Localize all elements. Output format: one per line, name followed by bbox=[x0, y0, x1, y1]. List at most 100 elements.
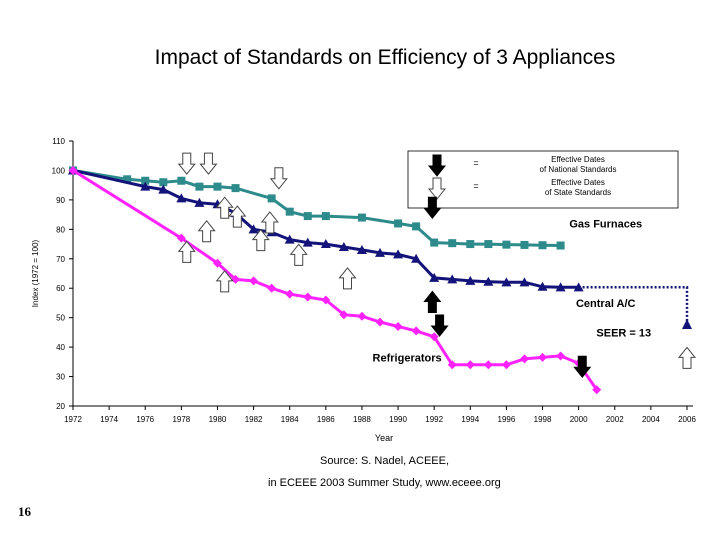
source-line-1: Source: S. Nadel, ACEEE, bbox=[320, 455, 450, 467]
gas-furnaces-point bbox=[213, 182, 222, 191]
x-tick-label: 2006 bbox=[678, 415, 696, 424]
x-tick-label: 1982 bbox=[245, 415, 263, 424]
gas-furnaces-point bbox=[231, 184, 240, 193]
series-lines bbox=[68, 165, 692, 395]
y-tick-label: 90 bbox=[56, 196, 65, 205]
central-a-c-point bbox=[465, 275, 476, 285]
legend-label-line2: of National Standards bbox=[540, 165, 617, 174]
refrigerators-point bbox=[447, 360, 457, 370]
national-standard-arrow-icon bbox=[423, 196, 442, 220]
gas-furnaces-point bbox=[520, 240, 529, 249]
gas-furnaces-point bbox=[159, 178, 168, 187]
legend-label-line1: Effective Dates bbox=[551, 155, 605, 164]
seer13-projection-point bbox=[682, 319, 692, 330]
x-axis-label: Year bbox=[375, 433, 393, 443]
chart-labels: Gas Furnaces Central A/C SEER = 13 Refriger… bbox=[373, 218, 652, 364]
refrigerators-point bbox=[411, 326, 421, 336]
gas-furnaces-point bbox=[556, 241, 565, 250]
seer-13-label: SEER = 13 bbox=[596, 327, 651, 339]
national-standard-arrow-icon bbox=[430, 314, 449, 337]
refrigerators-point bbox=[483, 360, 493, 370]
source-line-2: in ECEEE 2003 Summer Study, www.eceee.or… bbox=[268, 477, 501, 489]
gas-furnaces-point bbox=[484, 240, 493, 249]
central-a-c-point bbox=[483, 276, 494, 286]
refrigerators-point bbox=[519, 354, 529, 364]
refrigerators-point bbox=[267, 283, 277, 293]
refrigerators-point bbox=[556, 351, 566, 361]
legend-label-line2: of State Standards bbox=[545, 188, 611, 197]
x-tick-label: 1974 bbox=[100, 415, 118, 424]
central-a-c-point bbox=[320, 239, 331, 249]
gas-furnaces-point bbox=[267, 194, 276, 203]
gas-furnaces-point bbox=[303, 212, 312, 221]
y-tick-label: 50 bbox=[56, 314, 65, 323]
central-a-c-point bbox=[302, 237, 313, 247]
standard-markers bbox=[177, 152, 697, 379]
refrigerators-point bbox=[429, 332, 439, 342]
y-axis-label: Index (1972 = 100) bbox=[31, 239, 40, 307]
gas-furnaces-point bbox=[357, 213, 366, 222]
refrigerators-point bbox=[375, 317, 385, 327]
state-standard-arrow-icon bbox=[228, 205, 247, 228]
white-down-arrow-icon bbox=[427, 177, 447, 200]
x-tick-label: 1992 bbox=[425, 415, 443, 424]
refrigerators-point bbox=[68, 165, 78, 175]
national-standard-arrow-icon bbox=[573, 355, 592, 379]
refrigerators-point bbox=[212, 258, 222, 268]
gas-furnaces-point bbox=[141, 176, 150, 185]
gas-furnaces-point bbox=[177, 176, 186, 185]
refrigerators-point bbox=[393, 322, 403, 331]
y-tick-label: 30 bbox=[56, 373, 65, 382]
central-a-c-point bbox=[338, 242, 349, 251]
refrigerators-point bbox=[231, 274, 241, 284]
refrigerators-point bbox=[339, 310, 349, 320]
gas-furnaces-point bbox=[430, 238, 439, 247]
gas-furnaces-point bbox=[123, 175, 132, 184]
state-standard-arrow-icon bbox=[177, 152, 196, 175]
central-a-c-point bbox=[501, 277, 512, 287]
refrigerators-point bbox=[176, 233, 186, 243]
state-standard-arrow-icon bbox=[197, 220, 216, 243]
legend-equals: = bbox=[473, 181, 478, 191]
x-tick-label: 1998 bbox=[534, 415, 552, 424]
refrigerators-point bbox=[249, 276, 259, 286]
x-tick-label: 1980 bbox=[209, 415, 227, 424]
central-a-c-point bbox=[284, 234, 295, 244]
x-tick-label: 2000 bbox=[570, 415, 588, 424]
central-a-c-label: Central A/C bbox=[576, 298, 636, 310]
central-a-c-point bbox=[393, 249, 404, 259]
central-a-c-line bbox=[72, 168, 579, 289]
refrigerators-point bbox=[357, 311, 367, 321]
y-tick-label: 100 bbox=[52, 166, 66, 175]
gas-furnaces-point bbox=[502, 240, 511, 249]
central-a-c-point bbox=[140, 181, 151, 191]
state-standard-arrow-icon bbox=[338, 267, 357, 290]
x-tick-label: 1988 bbox=[353, 415, 371, 424]
state-standard-arrow-icon bbox=[260, 211, 279, 234]
refrigerators-point bbox=[303, 292, 313, 302]
state-standard-arrow-icon bbox=[251, 228, 270, 252]
central-a-c-point bbox=[447, 274, 458, 284]
refrigerators-label: Refrigerators bbox=[373, 352, 442, 364]
gas-furnaces-point bbox=[412, 222, 421, 231]
gas-furnaces-point bbox=[195, 182, 204, 191]
x-tick-label: 1976 bbox=[136, 415, 154, 424]
refrigerators-point bbox=[321, 295, 331, 305]
x-tick-label: 1994 bbox=[461, 415, 479, 424]
x-tick-label: 1990 bbox=[389, 415, 407, 424]
x-tick-label: 1996 bbox=[498, 415, 516, 424]
page-number: 16 bbox=[18, 504, 31, 519]
x-tick-label: 1984 bbox=[281, 415, 299, 424]
refrigerators-point bbox=[285, 289, 295, 299]
central-a-c-point bbox=[429, 272, 440, 282]
state-standard-arrow-icon bbox=[199, 152, 218, 175]
x-tick-label: 1986 bbox=[317, 415, 335, 424]
state-standard-arrow-icon bbox=[215, 270, 234, 293]
central-a-c-point bbox=[411, 253, 422, 263]
chart-axes: 20 30 40 50 60 70 80 90 100 110 1972 1974 1976 1978 19… bbox=[31, 137, 696, 443]
central-a-c-point bbox=[519, 277, 530, 287]
seer13-projection-line bbox=[578, 286, 689, 325]
central-a-c-point bbox=[555, 282, 566, 292]
refrigerators-point bbox=[592, 385, 602, 395]
